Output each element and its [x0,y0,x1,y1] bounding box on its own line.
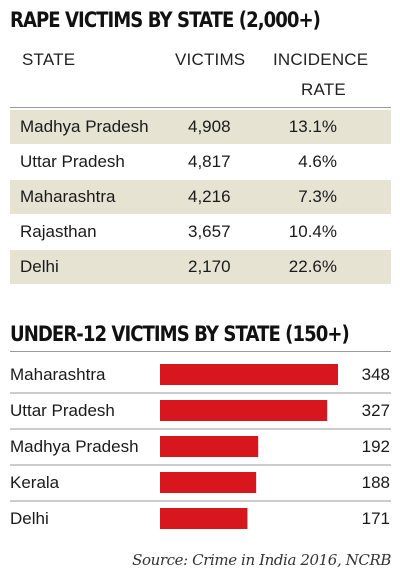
source-note: Source: Crime in India 2016, NCRB [132,551,391,569]
cell-state: Madhya Pradesh [20,117,149,136]
chart-top-divider [10,351,391,352]
bar-value-label: 171 [362,509,390,528]
table-row: Rajasthan 3,657 10.4% [10,215,391,249]
bar-chart: Maharashtra 348 Uttar Pradesh 327 Madhya Pra… [10,364,391,529]
bar-category-label: Uttar Pradesh [10,401,115,420]
header-state: STATE [22,50,76,69]
table-row: Uttar Pradesh 4,817 4.6% [10,145,391,179]
bar-category-label: Delhi [10,509,49,528]
bar-category-label: Madhya Pradesh [10,437,139,456]
table-row: Madhya Pradesh 4,908 13.1% [10,110,391,144]
bar-value-label: 348 [362,365,390,384]
cell-rate: 13.1% [288,117,337,136]
cell-state: Maharashtra [20,187,116,206]
cell-rate: 22.6% [288,257,337,276]
cell-victims: 4,216 [188,187,231,206]
bar [160,400,328,421]
header-victims: VICTIMS [175,50,246,69]
table-title: RAPE VICTIMS BY STATE (2,000+) [10,8,321,32]
cell-state: Delhi [20,257,59,276]
cell-victims: 3,657 [188,222,231,241]
cell-state: Rajasthan [20,222,97,241]
cell-victims: 2,170 [188,257,231,276]
bar [160,472,257,493]
cell-rate: 4.6% [298,152,337,171]
cell-state: Uttar Pradesh [20,152,125,171]
cell-rate: 7.3% [298,187,337,206]
bar-category-label: Kerala [10,473,60,492]
bar [160,436,259,457]
header-rate: RATE [301,80,346,99]
chart-title: UNDER-12 VICTIMS BY STATE (150+) [10,322,350,346]
table-row: Maharashtra 4,216 7.3% [10,180,391,214]
cell-victims: 4,908 [188,117,231,136]
table-top-divider [10,107,391,108]
header-incidence: INCIDENCE [273,50,369,69]
table-row: Delhi 2,170 22.6% [10,250,391,284]
bar [160,364,338,385]
bar-value-label: 188 [362,473,390,492]
bar-category-label: Maharashtra [10,365,106,384]
bar [160,508,248,529]
bar-value-label: 192 [362,437,390,456]
cell-victims: 4,817 [188,152,231,171]
cell-rate: 10.4% [288,222,337,241]
bar-value-label: 327 [362,401,390,420]
